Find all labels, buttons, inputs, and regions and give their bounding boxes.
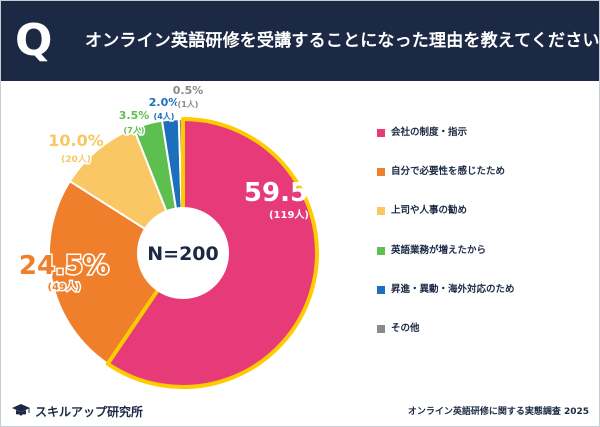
legend-item: 上司や人事の勧め	[377, 204, 587, 243]
legend-item: 英語業務が増えたから	[377, 244, 587, 283]
footer: スキルアップ研究所 オンライン英語研修に関する実態調査 2025	[1, 395, 599, 426]
slice-count-label: (119人)	[269, 208, 309, 221]
legend: 会社の制度・指示自分で必要性を感じたため 上司や人事の勧め英語業務が増えたから昇進…	[377, 126, 587, 361]
slice-percent-label: 10.0%	[48, 131, 104, 150]
pie-chart: N=200 59.5%(119人) 24.5%(49人) 10.0% (20人) 3.5…	[17, 83, 334, 389]
legend-item: その他	[377, 322, 587, 361]
legend-swatch	[377, 168, 385, 177]
legend-label: 昇進・異動・海外対応のため	[391, 283, 515, 295]
source-note: オンライン英語研修に関する実態調査 2025	[407, 407, 589, 417]
highlight-outline	[105, 117, 319, 389]
legend-label: その他	[391, 322, 420, 334]
legend-item: 昇進・異動・海外対応のため	[377, 283, 587, 322]
slice-percent-label: 3.5%	[119, 109, 150, 122]
legend-label: 上司や人事の勧め	[391, 205, 468, 217]
legend-swatch	[377, 285, 385, 294]
graduation-cap-icon	[12, 404, 30, 417]
slice-count-label: (20人)	[61, 153, 91, 165]
center-label: N=200	[147, 243, 218, 265]
slice-percent-label: 24.5%	[19, 251, 109, 281]
legend-label: 自分で必要性を感じたため	[391, 166, 506, 178]
slice-percent-label: 0.5%	[173, 84, 204, 97]
brand-name: スキルアップ研究所	[35, 404, 144, 419]
legend-swatch	[377, 324, 385, 333]
question-header: Q オンライン英語研修を受講することになった理由を教えてください	[1, 1, 599, 81]
slice-count-label: (7人)	[124, 125, 145, 135]
slice-labels: 59.5%(119人) 24.5%(49人) 10.0% (20人) 3.5% (7人) 2…	[17, 83, 334, 295]
pie-slice	[48, 179, 185, 366]
q-mark: Q	[15, 15, 53, 66]
legend-swatch	[377, 129, 385, 137]
question-title: オンライン英語研修を受講することになった理由を教えてください	[85, 31, 600, 51]
slice-count-label: (1人)	[178, 99, 199, 109]
legend-item: 自分で必要性を感じたため	[377, 165, 587, 204]
slice-count-label: (4人)	[154, 111, 175, 121]
legend-label: 会社の制度・指示	[391, 127, 468, 138]
legend-swatch	[377, 246, 385, 255]
center-hole	[137, 207, 229, 299]
legend-swatch	[377, 207, 385, 216]
slice-percent-label: 2.0%	[149, 96, 180, 109]
slice-count-label: (49人)	[47, 280, 80, 293]
brand-logo: スキルアップ研究所	[11, 399, 143, 423]
slice-percent-label: 59.5%	[244, 178, 334, 208]
legend-item: 会社の制度・指示	[377, 126, 587, 165]
legend-label: 英語業務が増えたから	[391, 244, 487, 256]
